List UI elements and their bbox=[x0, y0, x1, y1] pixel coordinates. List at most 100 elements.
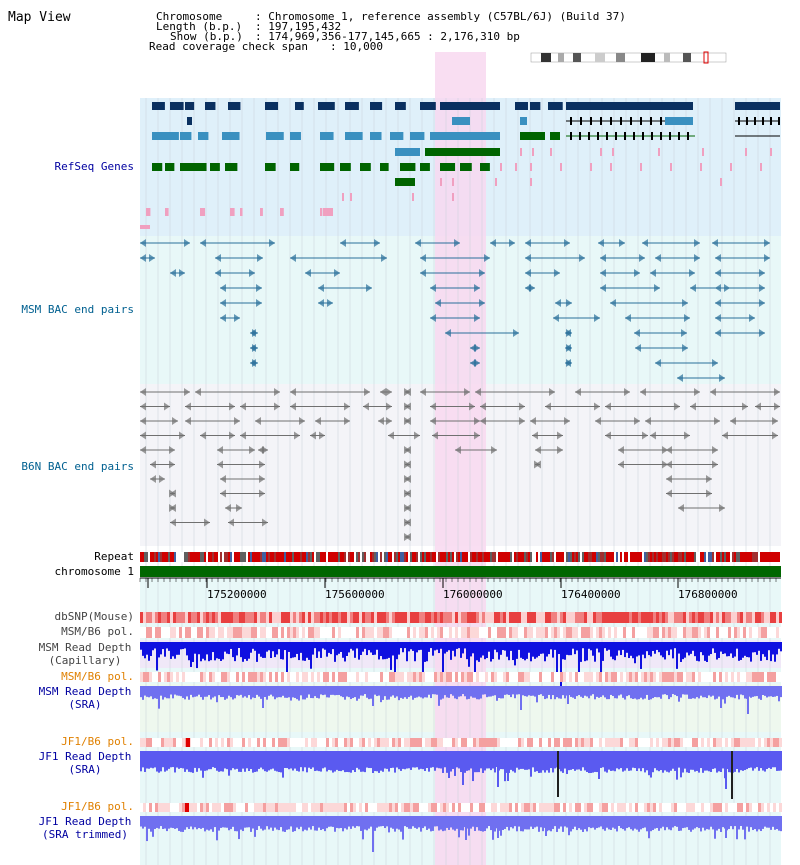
msm-read-depth-capillary-track[interactable] bbox=[140, 642, 782, 689]
msm-b6-pol-track-2[interactable] bbox=[140, 672, 782, 682]
pol-block bbox=[188, 627, 191, 638]
pol-block bbox=[674, 738, 677, 747]
repeat-block bbox=[758, 552, 760, 562]
snp-block bbox=[488, 612, 491, 623]
repeat-block bbox=[296, 552, 298, 562]
pol-block bbox=[632, 738, 635, 747]
pol-block bbox=[347, 738, 350, 747]
pol-block bbox=[467, 803, 470, 812]
repeat-block bbox=[396, 552, 398, 562]
refseq-genes-track[interactable] bbox=[140, 102, 780, 229]
pol-block bbox=[308, 672, 311, 682]
repeat-block bbox=[528, 552, 530, 562]
jf1-read-depth-sra-track[interactable] bbox=[140, 751, 782, 799]
repeat-block bbox=[178, 552, 180, 562]
depth-bar bbox=[742, 642, 744, 658]
gene-block bbox=[152, 102, 165, 110]
pol-block bbox=[281, 803, 284, 812]
msm-bac-end-pairs-track[interactable] bbox=[140, 239, 770, 382]
b6n-bac-end-pairs-track[interactable] bbox=[140, 388, 780, 541]
repeat-block bbox=[328, 552, 330, 562]
depth-bar bbox=[670, 642, 672, 650]
depth-bar bbox=[248, 816, 250, 828]
depth-bar bbox=[490, 751, 492, 771]
pol-block bbox=[212, 738, 215, 747]
b6n-bac-pair bbox=[706, 475, 712, 483]
repeat-block bbox=[142, 552, 144, 562]
depth-bar bbox=[358, 686, 360, 699]
depth-bar bbox=[294, 642, 296, 658]
depth-bar bbox=[686, 751, 688, 773]
repeat-block bbox=[516, 552, 518, 562]
depth-bar bbox=[180, 751, 182, 768]
depth-bar bbox=[220, 751, 222, 772]
msm-read-depth-sra-track[interactable] bbox=[140, 686, 782, 714]
pol-block bbox=[431, 627, 434, 638]
b6n-bac-pair bbox=[684, 431, 690, 440]
depth-bar bbox=[758, 751, 760, 771]
depth-bar bbox=[492, 642, 494, 660]
pol-block bbox=[152, 803, 155, 812]
b6n-bac-pair bbox=[722, 431, 728, 440]
depth-bar bbox=[276, 751, 278, 772]
pol-block bbox=[392, 738, 395, 747]
pol-block bbox=[347, 803, 350, 812]
snp-block bbox=[431, 612, 434, 623]
repeat-block bbox=[676, 552, 678, 562]
depth-bar bbox=[678, 751, 680, 768]
gene-block bbox=[597, 132, 599, 140]
depth-bar bbox=[202, 816, 204, 828]
pol-block bbox=[614, 738, 617, 747]
depth-bar bbox=[198, 642, 200, 655]
jf1-b6-pol-track-1[interactable] bbox=[140, 738, 782, 747]
msm-bac-pair bbox=[366, 284, 372, 292]
snp-block bbox=[530, 612, 533, 623]
depth-bar bbox=[606, 686, 608, 700]
depth-bar bbox=[716, 686, 718, 699]
snp-block bbox=[143, 612, 146, 623]
snp-block bbox=[461, 612, 464, 623]
pol-block bbox=[155, 672, 158, 682]
repeat-block bbox=[566, 552, 568, 562]
pol-block bbox=[182, 672, 185, 682]
pol-block bbox=[617, 672, 620, 682]
jf1-depth-sra-label: JF1 Read Depth bbox=[38, 750, 132, 763]
depth-bar bbox=[430, 751, 432, 768]
pol-block bbox=[764, 738, 767, 747]
depth-bar bbox=[468, 642, 470, 667]
b6n-bac-pair bbox=[730, 417, 736, 425]
msm-b6-pol-track-1[interactable] bbox=[140, 627, 782, 638]
depth-bar bbox=[406, 816, 408, 828]
msm-bac-pair bbox=[566, 299, 572, 307]
pol-block bbox=[638, 738, 641, 747]
pol-block bbox=[404, 738, 407, 747]
pol-block bbox=[644, 738, 647, 747]
pol-block bbox=[503, 803, 506, 812]
dbsnp-track[interactable] bbox=[140, 612, 782, 623]
repeat-block bbox=[542, 552, 544, 562]
pol-block bbox=[251, 803, 254, 812]
gene-block bbox=[222, 132, 240, 140]
b6n-bac-pair bbox=[710, 388, 716, 396]
gene-block bbox=[550, 148, 552, 156]
jf1-read-depth-trimmed-track[interactable] bbox=[140, 816, 782, 852]
repeat-block bbox=[560, 552, 562, 562]
repeat-block bbox=[552, 552, 554, 562]
msm-bac-pair bbox=[529, 284, 535, 292]
depth-bar bbox=[560, 686, 562, 699]
repeat-block bbox=[180, 552, 182, 562]
depth-bar bbox=[504, 642, 506, 651]
pol-block bbox=[620, 672, 623, 682]
msm-bac-pair bbox=[179, 269, 185, 277]
depth-bar bbox=[348, 642, 350, 653]
snp-block bbox=[707, 612, 710, 623]
snp-block bbox=[572, 612, 575, 623]
depth-bar bbox=[508, 816, 510, 831]
repeat-track[interactable] bbox=[140, 552, 780, 562]
jf1-b6-pol-track-2[interactable] bbox=[140, 803, 782, 812]
snp-block bbox=[380, 612, 383, 623]
depth-bar bbox=[178, 642, 180, 655]
chromosome-ideogram[interactable] bbox=[530, 51, 727, 64]
repeat-block bbox=[762, 552, 764, 562]
